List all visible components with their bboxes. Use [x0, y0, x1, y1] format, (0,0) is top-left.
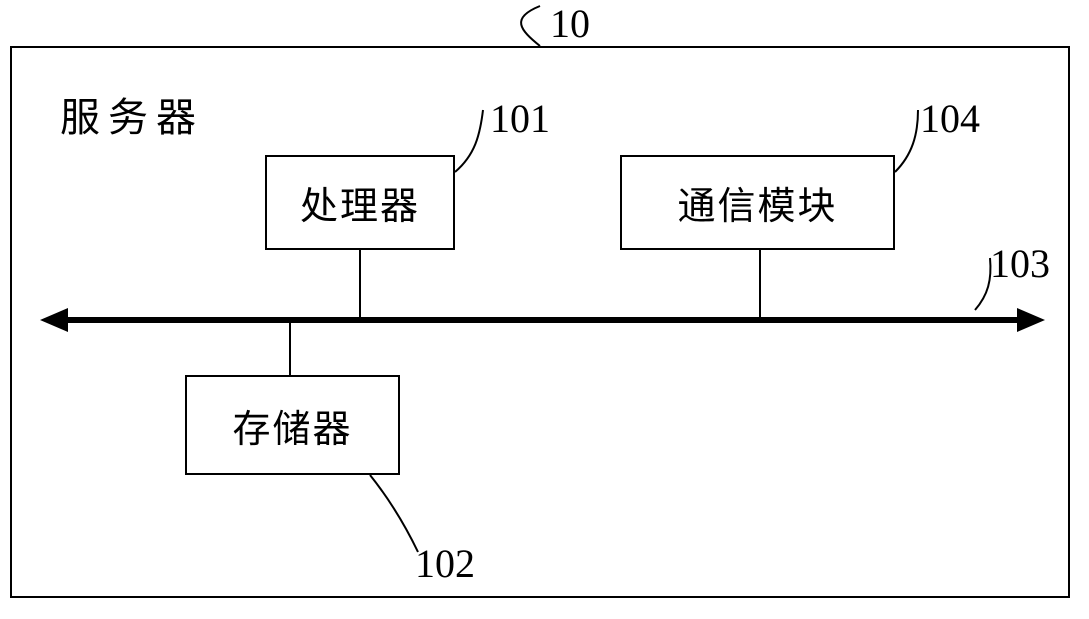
ref-104-text: 104	[920, 96, 980, 141]
processor-label: 处理器	[300, 175, 420, 230]
ref-101-text: 101	[490, 96, 550, 141]
ref-10-text: 10	[550, 1, 590, 46]
memory-block: 存储器	[185, 375, 400, 475]
ref-label-10: 10	[550, 0, 590, 47]
ref-label-104: 104	[920, 95, 980, 142]
diagram-canvas: 服务器 处理器 通信模块 存储器 10 101 104 103 102	[0, 0, 1089, 619]
ref-label-103: 103	[990, 240, 1050, 287]
ref-102-text: 102	[415, 541, 475, 586]
ref-label-101: 101	[490, 95, 550, 142]
comm-module-block: 通信模块	[620, 155, 895, 250]
comm-module-label: 通信模块	[677, 175, 837, 230]
ref-103-text: 103	[990, 241, 1050, 286]
ref-label-102: 102	[415, 540, 475, 587]
server-title-text: 服务器	[60, 95, 204, 140]
memory-label: 存储器	[232, 398, 352, 453]
server-title: 服务器	[60, 85, 204, 143]
processor-block: 处理器	[265, 155, 455, 250]
